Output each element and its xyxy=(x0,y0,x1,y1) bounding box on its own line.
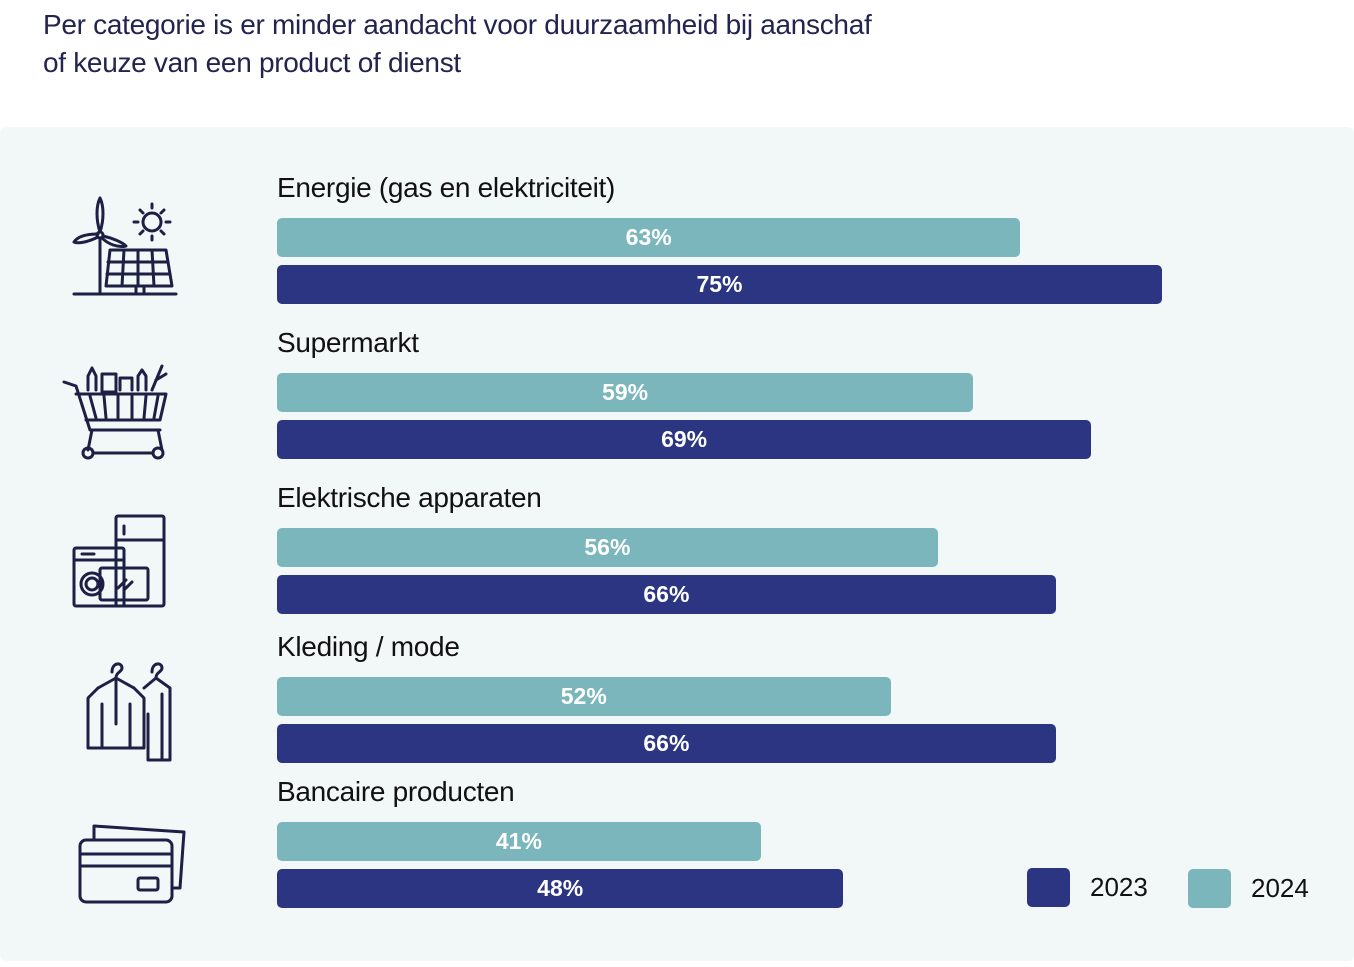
category-label: Elektrische apparaten xyxy=(277,482,542,513)
title-line-1: Per categorie is er minder aandacht voor… xyxy=(43,9,872,40)
chart-title: Per categorie is er minder aandacht voor… xyxy=(43,6,872,82)
category-label: Energie (gas en elektriciteit) xyxy=(277,172,616,203)
legend-label-2023: 2023 xyxy=(1090,872,1148,902)
legend-swatch-2024 xyxy=(1188,869,1231,908)
data-label: 41% xyxy=(495,828,542,854)
bar-2023: 66% xyxy=(277,575,1056,614)
data-label: 59% xyxy=(602,379,649,405)
clothing-rack-icon xyxy=(78,654,178,769)
appliances-icon xyxy=(70,512,170,617)
legend-swatch-2023 xyxy=(1027,868,1070,907)
bar-2024: 41% xyxy=(277,822,761,861)
data-label: 52% xyxy=(560,683,607,709)
bar-2023: 66% xyxy=(277,724,1056,763)
data-label: 63% xyxy=(625,224,672,250)
bar-2024: 59% xyxy=(277,373,974,412)
data-label: 48% xyxy=(537,875,584,901)
bar-2024: 63% xyxy=(277,218,1021,257)
bar-2024: 56% xyxy=(277,528,938,567)
data-label: 56% xyxy=(584,534,631,560)
data-label: 66% xyxy=(643,581,690,607)
data-label: 75% xyxy=(696,271,743,297)
category-label: Supermarkt xyxy=(277,327,419,358)
legend-label-2024: 2024 xyxy=(1251,873,1309,903)
bar-2024: 52% xyxy=(277,677,891,716)
data-label: 69% xyxy=(661,426,708,452)
category-label: Bancaire producten xyxy=(277,776,515,807)
bank-card-icon xyxy=(76,818,186,913)
wind-solar-icon xyxy=(70,190,180,305)
category-label: Kleding / mode xyxy=(277,631,460,662)
bar-2023: 69% xyxy=(277,420,1092,459)
shopping-cart-icon xyxy=(62,360,172,465)
bar-2023: 75% xyxy=(277,265,1162,304)
bar-2023: 48% xyxy=(277,869,844,908)
data-label: 66% xyxy=(643,730,690,756)
title-line-2: of keuze van een product of dienst xyxy=(43,47,461,78)
